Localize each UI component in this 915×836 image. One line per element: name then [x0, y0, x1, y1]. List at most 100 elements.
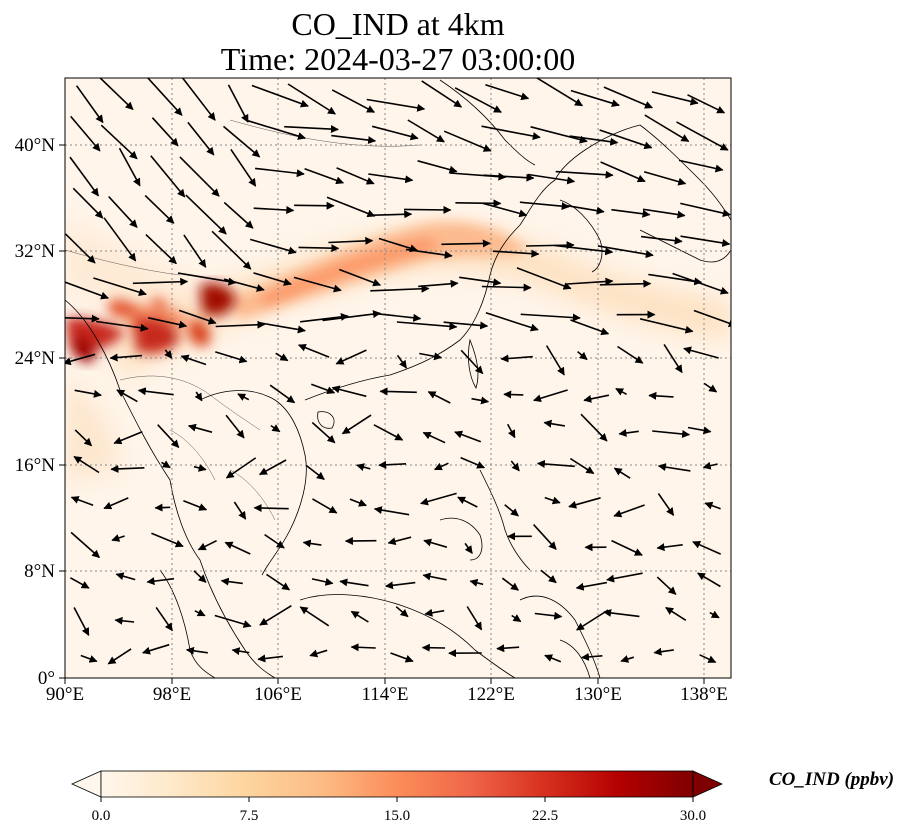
wind-arrow — [500, 354, 533, 363]
lon-tick-labels: 90°E 98°E 106°E 114°E 122°E 130°E 138°E — [46, 684, 728, 705]
wind-arrow — [611, 539, 643, 556]
wind-arrow — [220, 577, 243, 586]
wind-arrow — [510, 460, 520, 472]
wind-arrow — [692, 541, 722, 555]
wind-arrow — [441, 239, 491, 248]
wind-arrow — [569, 135, 619, 146]
wind-arrow — [99, 78, 134, 110]
wind-arrow — [544, 654, 562, 663]
lon-tick-label: 90°E — [46, 684, 84, 705]
wind-arrow — [298, 244, 340, 253]
wind-arrow — [257, 321, 306, 334]
wind-arrow — [350, 643, 376, 652]
wind-arrow — [562, 204, 605, 215]
wind-arrow — [459, 276, 502, 287]
wind-arrow — [663, 343, 683, 374]
wind-arrow — [652, 430, 691, 438]
wind-arrow — [443, 321, 489, 330]
wind-arrow — [65, 233, 96, 264]
wind-arrow — [287, 83, 336, 115]
wind-arrow — [693, 309, 731, 328]
wind-arrow — [599, 279, 652, 288]
wind-arrow — [74, 389, 102, 398]
lat-tick-label: 16°N — [15, 455, 56, 476]
wind-arrow — [368, 210, 413, 219]
wind-arrow — [568, 497, 601, 509]
wind-arrow — [613, 504, 645, 518]
wind-arrow — [103, 497, 129, 510]
wind-arrow — [520, 313, 581, 322]
wind-arrow — [110, 464, 145, 473]
wind-arrow — [599, 129, 653, 150]
wind-arrow — [185, 194, 227, 235]
wind-arrow — [403, 205, 452, 214]
wind-arrow — [615, 387, 627, 396]
wind-arrow — [70, 577, 90, 589]
wind-arrow — [371, 125, 419, 141]
wind-arrow — [116, 389, 138, 403]
wind-arrow — [395, 606, 409, 618]
wind-arrow — [485, 312, 539, 332]
wind-arrow — [525, 241, 575, 250]
wind-arrow — [697, 572, 721, 588]
wind-arrow — [443, 130, 492, 152]
wind-arrow — [511, 614, 522, 623]
wind-arrow — [554, 244, 614, 256]
wind-arrow — [433, 462, 449, 471]
lon-tick-label: 114°E — [362, 684, 409, 705]
wind-arrow — [237, 393, 250, 401]
wind-arrow — [73, 607, 90, 637]
wind-arrow — [270, 424, 281, 433]
wind-arrow — [501, 577, 519, 591]
wind-arrow — [643, 171, 687, 186]
wind-arrow — [148, 317, 188, 329]
wind-arrow — [183, 500, 208, 511]
wind-arrow — [93, 277, 147, 296]
wind-arrow — [540, 569, 557, 584]
wind-arrow — [366, 98, 426, 112]
wind-arrow — [424, 608, 445, 617]
wind-arrow — [481, 202, 528, 218]
map-background — [65, 78, 731, 678]
wind-arrow — [419, 352, 443, 361]
wind-arrow — [583, 394, 610, 403]
wind-arrow — [311, 577, 334, 586]
wind-arrow — [302, 539, 322, 548]
wind-arrow — [305, 464, 325, 481]
wind-arrow — [567, 277, 614, 286]
wind-arrow — [644, 114, 690, 143]
wind-arrow — [533, 389, 568, 403]
wind-arrow — [576, 609, 609, 631]
wind-arrow — [420, 492, 457, 506]
wind-arrow — [214, 614, 252, 628]
wind-arrow — [703, 382, 718, 393]
lon-tick-label: 106°E — [254, 684, 302, 705]
wind-arrow — [341, 414, 372, 435]
wind-arrow — [356, 463, 371, 471]
wind-arrow — [657, 493, 675, 516]
wind-arrow — [331, 134, 377, 145]
wind-arrow — [269, 384, 296, 404]
wind-arrow — [687, 426, 712, 435]
wind-arrow — [676, 121, 729, 151]
wind-arrow — [264, 533, 285, 549]
wind-arrow — [680, 202, 731, 218]
wind-arrow — [297, 343, 330, 358]
wind-arrow — [533, 524, 557, 550]
wind-arrow — [466, 606, 483, 631]
wind-arrow — [249, 238, 297, 255]
wind-arrow — [390, 652, 414, 663]
wind-arrow — [304, 168, 345, 185]
wind-arrow — [603, 608, 640, 618]
wind-arrow — [680, 235, 731, 247]
wind-arrow — [600, 161, 646, 183]
wind-arrow — [251, 84, 309, 108]
wind-arrow — [197, 539, 217, 551]
wind-arrow — [154, 503, 171, 512]
wind-arrow — [396, 354, 408, 369]
wind-arrow — [222, 125, 261, 158]
wind-arrow — [331, 89, 376, 113]
wind-arrow — [322, 310, 381, 322]
wind-arrow — [378, 237, 418, 253]
wind-arrow — [187, 121, 215, 156]
